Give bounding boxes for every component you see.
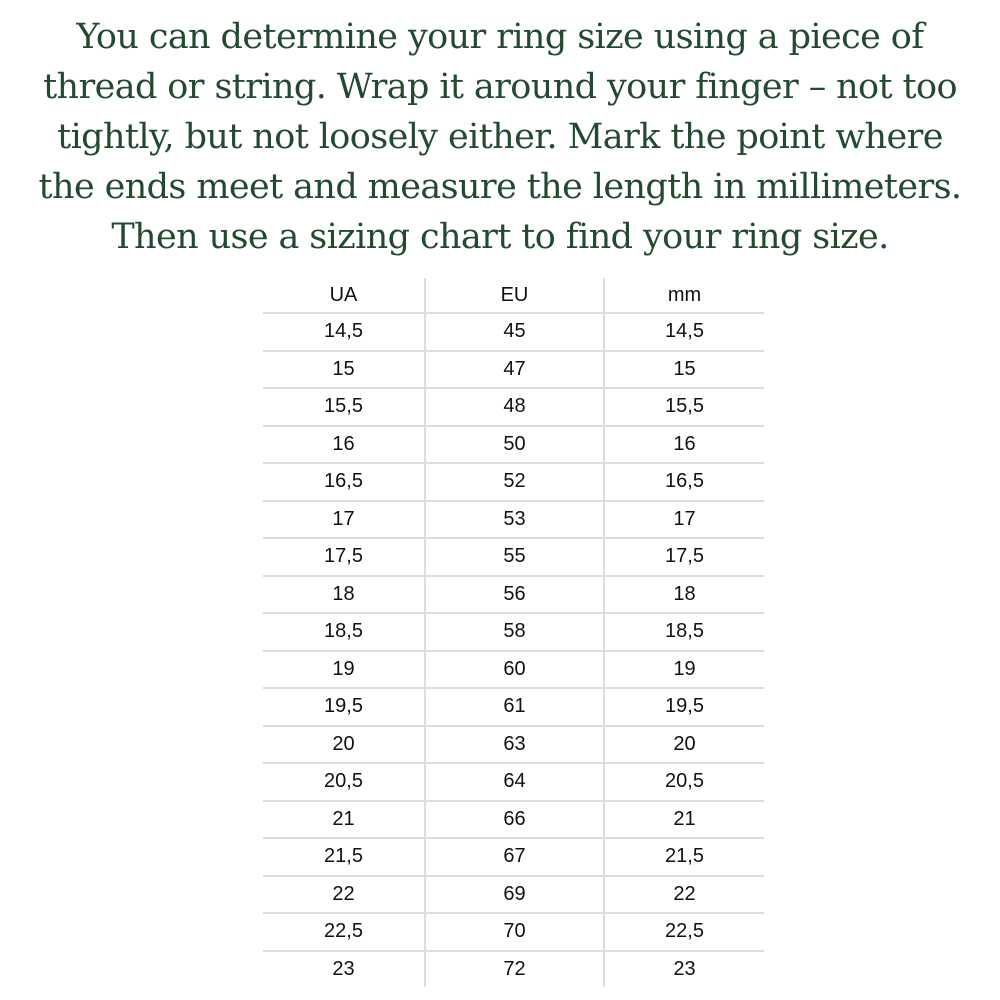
table-row: 17 53 17 xyxy=(263,500,764,539)
eu-cell: 66 xyxy=(425,800,605,839)
mm-cell: 16,5 xyxy=(604,463,764,502)
mm-cell: 23 xyxy=(673,957,696,980)
table-row: 18 56 18 xyxy=(263,575,764,614)
mm-cell: 19,5 xyxy=(604,688,764,727)
eu-cell: 53 xyxy=(425,500,605,539)
mm-cell: 20 xyxy=(604,725,764,764)
mm-cell: 18 xyxy=(604,575,764,614)
table-row: 18,5 58 18,5 xyxy=(263,613,764,652)
ua-cell: 22 xyxy=(263,875,426,914)
mm-cell: 18,5 xyxy=(604,613,764,652)
mm-cell: 22 xyxy=(604,875,764,914)
ua-cell: 15 xyxy=(263,350,426,389)
ua-cell: 23 xyxy=(263,950,426,987)
mm-cell: 15 xyxy=(604,350,764,389)
table-row: 20,5 64 20,5 xyxy=(263,763,764,802)
table-row: 19,5 61 19,5 xyxy=(263,688,764,727)
ua-cell: 16,5 xyxy=(263,463,426,502)
mm-cell: 17,5 xyxy=(604,538,764,577)
eu-cell: 69 xyxy=(425,875,605,914)
table-row: 19 60 19 xyxy=(263,650,764,689)
eu-cell: 56 xyxy=(425,575,605,614)
eu-cell: 63 xyxy=(425,725,605,764)
eu-cell: 58 xyxy=(425,613,605,652)
eu-cell: 67 xyxy=(425,838,605,877)
table-row: 22,5 70 22,5 xyxy=(263,913,764,952)
table-row: 20 63 20 xyxy=(263,725,764,764)
table-row: 16,5 52 16,5 xyxy=(263,463,764,502)
table-row: 16 50 16 xyxy=(263,425,764,464)
ua-cell: 22,5 xyxy=(263,913,426,952)
table-row: 14,5 45 14,5 xyxy=(263,313,764,352)
ua-cell: 21 xyxy=(263,800,426,839)
intro-line: You can determine your ring size using a… xyxy=(76,17,924,57)
mm-cell: 22,5 xyxy=(604,913,764,952)
header-mm: mm xyxy=(604,278,764,314)
ua-cell: 16 xyxy=(263,425,426,464)
eu-cell: 45 xyxy=(425,313,605,352)
eu-cell: 50 xyxy=(425,425,605,464)
ua-cell: 20,5 xyxy=(263,763,426,802)
table-row: 23 72 23 xyxy=(263,950,764,987)
ua-cell: 19,5 xyxy=(263,688,426,727)
ua-cell: 14,5 xyxy=(263,313,426,352)
header-eu: EU xyxy=(425,278,605,314)
ua-cell: 17 xyxy=(263,500,426,539)
mm-cell: 20,5 xyxy=(604,763,764,802)
eu-cell: 72 xyxy=(425,950,605,987)
ring-size-table: UA EU mm 14,5 45 14,5 15 47 15 15,5 48 15,5 16 50 1… xyxy=(263,278,764,987)
eu-cell: 55 xyxy=(425,538,605,577)
intro-line: Then use a sizing chart to find your rin… xyxy=(111,217,889,257)
eu-cell: 52 xyxy=(425,463,605,502)
eu-cell: 47 xyxy=(425,350,605,389)
ua-cell: 20 xyxy=(263,725,426,764)
eu-cell: 70 xyxy=(425,913,605,952)
ua-cell: 18,5 xyxy=(263,613,426,652)
mm-cell: 15,5 xyxy=(604,388,764,427)
table-header: UA EU mm xyxy=(263,278,764,314)
ua-cell: 18 xyxy=(263,575,426,614)
eu-cell: 61 xyxy=(425,688,605,727)
intro-text: You can determine your ring size using a… xyxy=(0,12,1000,262)
table-row: 22 69 22 xyxy=(263,875,764,914)
intro-line: thread or string. Wrap it around your fi… xyxy=(43,67,957,107)
header-ua: UA xyxy=(263,278,426,314)
table-row: 21 66 21 xyxy=(263,800,764,839)
table-row: 21,5 67 21,5 xyxy=(263,838,764,877)
ua-cell: 17,5 xyxy=(263,538,426,577)
ua-cell: 19 xyxy=(263,650,426,689)
mm-cell: 21,5 xyxy=(604,838,764,877)
mm-cell: 19 xyxy=(604,650,764,689)
table-row: 17,5 55 17,5 xyxy=(263,538,764,577)
ua-cell: 15,5 xyxy=(263,388,426,427)
eu-cell: 48 xyxy=(425,388,605,427)
table-row: 15 47 15 xyxy=(263,350,764,389)
mm-cell: 14,5 xyxy=(604,313,764,352)
eu-cell: 60 xyxy=(425,650,605,689)
intro-line: the ends meet and measure the length in … xyxy=(38,167,963,207)
mm-cell: 17 xyxy=(604,500,764,539)
table-row: 15,5 48 15,5 xyxy=(263,388,764,427)
intro-line: tightly, but not loosely either. Mark th… xyxy=(57,117,943,157)
mm-cell: 21 xyxy=(604,800,764,839)
eu-cell: 64 xyxy=(425,763,605,802)
ua-cell: 21,5 xyxy=(263,838,426,877)
mm-cell: 16 xyxy=(604,425,764,464)
